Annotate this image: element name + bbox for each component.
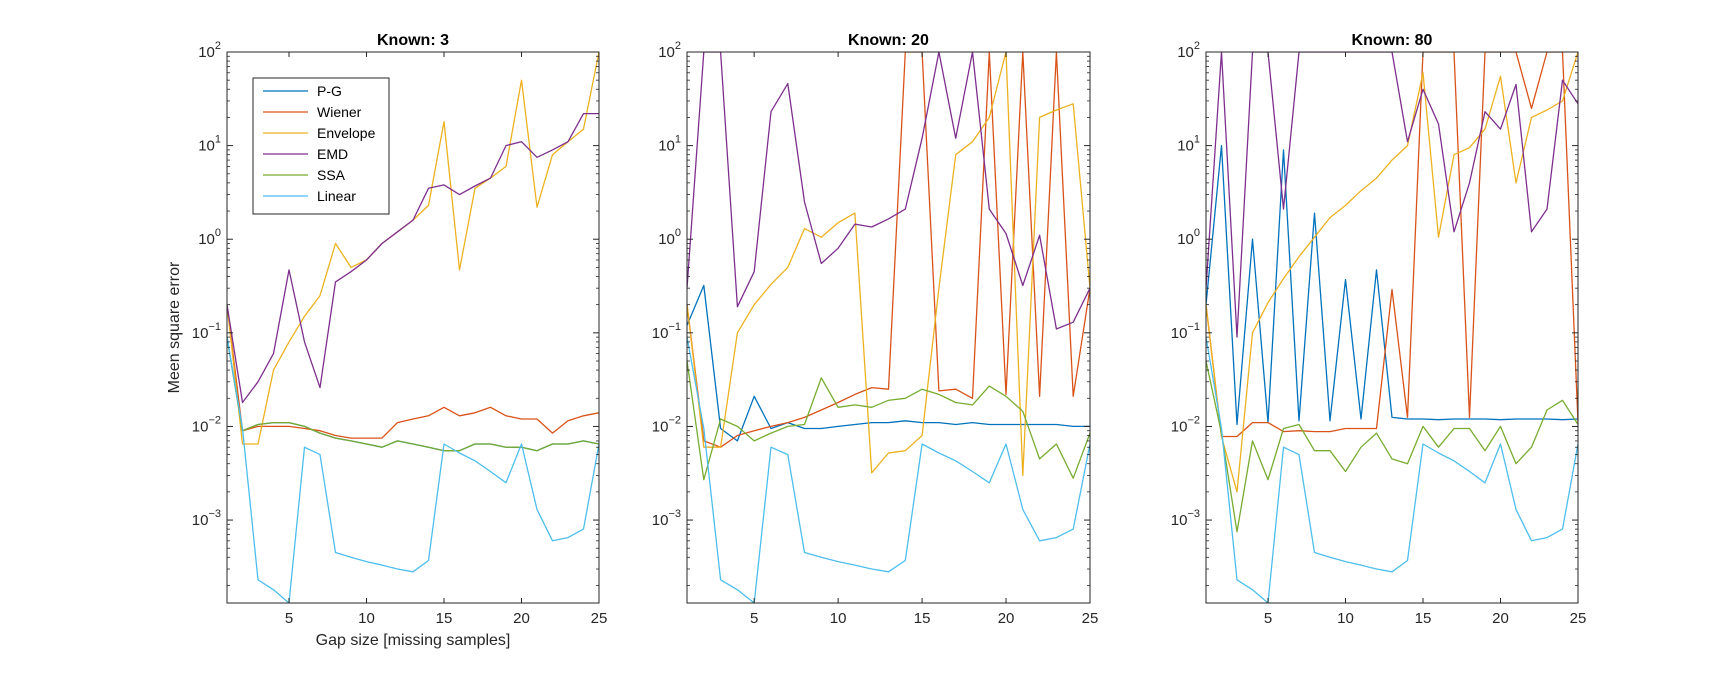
x-tick-label: 10 xyxy=(1337,610,1354,627)
series-line-emd xyxy=(227,112,599,404)
x-tick-label: 5 xyxy=(285,610,293,627)
series-line-envelope xyxy=(1206,52,1578,493)
axes-box xyxy=(1205,51,1579,604)
series-line-linear xyxy=(227,336,599,603)
x-tick-label: 25 xyxy=(1082,610,1099,627)
chart-panel-3: 5 10 15 20 25 10−3 10−2 10−1 100 101 102 Known: 80 xyxy=(1171,32,1587,627)
x-tick-label: 25 xyxy=(1570,610,1587,627)
legend-entry-label: P-G xyxy=(317,83,342,99)
series-line-envelope xyxy=(687,52,1090,477)
y-tick-label: 10−1 xyxy=(1171,321,1200,342)
series-line-ssa xyxy=(687,360,1090,481)
series-line-ssa xyxy=(227,336,599,452)
series-group xyxy=(227,52,599,603)
y-tick-label: 101 xyxy=(1177,134,1200,155)
chart-title: Known: 3 xyxy=(377,32,449,49)
y-tick-label: 102 xyxy=(658,40,681,61)
series-line-p-g xyxy=(687,284,1090,442)
series-line-linear xyxy=(687,336,1090,603)
y-tick-label: 10−1 xyxy=(652,321,681,342)
series-line-emd xyxy=(687,52,1090,330)
y-tick-label: 102 xyxy=(198,40,221,61)
legend-entry-label: Envelope xyxy=(317,125,376,141)
series-group xyxy=(687,52,1090,603)
chart-panel-1: 5 10 15 20 25 10−3 10−2 10−1 100 101 102 Known: 3 Ga… xyxy=(166,32,607,649)
x-tick-label: 15 xyxy=(436,610,453,627)
y-tick-label: 10−2 xyxy=(192,414,221,435)
series-line-emd xyxy=(1206,52,1578,338)
axes-box xyxy=(226,51,600,604)
x-tick-label: 20 xyxy=(998,610,1015,627)
chart-panel-2: 5 10 15 20 25 10−3 10−2 10−1 100 101 102 Known: 20 xyxy=(652,32,1099,627)
legend: P-G Wiener Envelope EMD SSA Linear xyxy=(252,77,390,215)
chart-title: Known: 80 xyxy=(1352,32,1433,49)
y-tick-label: 100 xyxy=(198,227,221,248)
x-tick-label: 10 xyxy=(358,610,375,627)
series-line-wiener xyxy=(687,52,1090,448)
series-line-wiener xyxy=(227,304,599,439)
x-tick-label: 15 xyxy=(1415,610,1432,627)
series-group xyxy=(1206,52,1578,603)
series-line-ssa xyxy=(1206,360,1578,533)
y-tick-label: 10−3 xyxy=(1171,508,1200,529)
y-tick-label: 10−2 xyxy=(652,414,681,435)
y-tick-label: 10−3 xyxy=(652,508,681,529)
x-tick-label: 20 xyxy=(1492,610,1509,627)
legend-entry-label: SSA xyxy=(317,167,346,183)
legend-entry-label: Wiener xyxy=(317,104,362,120)
y-tick-label: 100 xyxy=(658,227,681,248)
y-tick-label: 102 xyxy=(1177,40,1200,61)
legend-entry-label: Linear xyxy=(317,188,356,204)
series-line-wiener xyxy=(1206,52,1578,438)
x-axis-label: Gap size [missing samples] xyxy=(316,632,511,649)
legend-entry-label: EMD xyxy=(317,146,348,162)
y-tick-label: 101 xyxy=(198,134,221,155)
y-tick-label: 10−2 xyxy=(1171,414,1200,435)
y-axis-label: Meen square error xyxy=(166,261,183,393)
y-tick-label: 10−3 xyxy=(192,508,221,529)
x-tick-label: 25 xyxy=(591,610,608,627)
x-tick-label: 5 xyxy=(750,610,758,627)
x-tick-label: 10 xyxy=(830,610,847,627)
axes-box xyxy=(686,51,1091,604)
y-tick-label: 101 xyxy=(658,134,681,155)
y-tick-label: 10−1 xyxy=(192,321,221,342)
y-tick-label: 100 xyxy=(1177,227,1200,248)
series-line-p-g xyxy=(1206,144,1578,426)
chart-title: Known: 20 xyxy=(848,32,929,49)
x-tick-label: 20 xyxy=(513,610,530,627)
legend-box xyxy=(252,77,390,215)
x-tick-label: 15 xyxy=(914,610,931,627)
series-line-linear xyxy=(1206,336,1578,603)
x-tick-label: 5 xyxy=(1264,610,1272,627)
